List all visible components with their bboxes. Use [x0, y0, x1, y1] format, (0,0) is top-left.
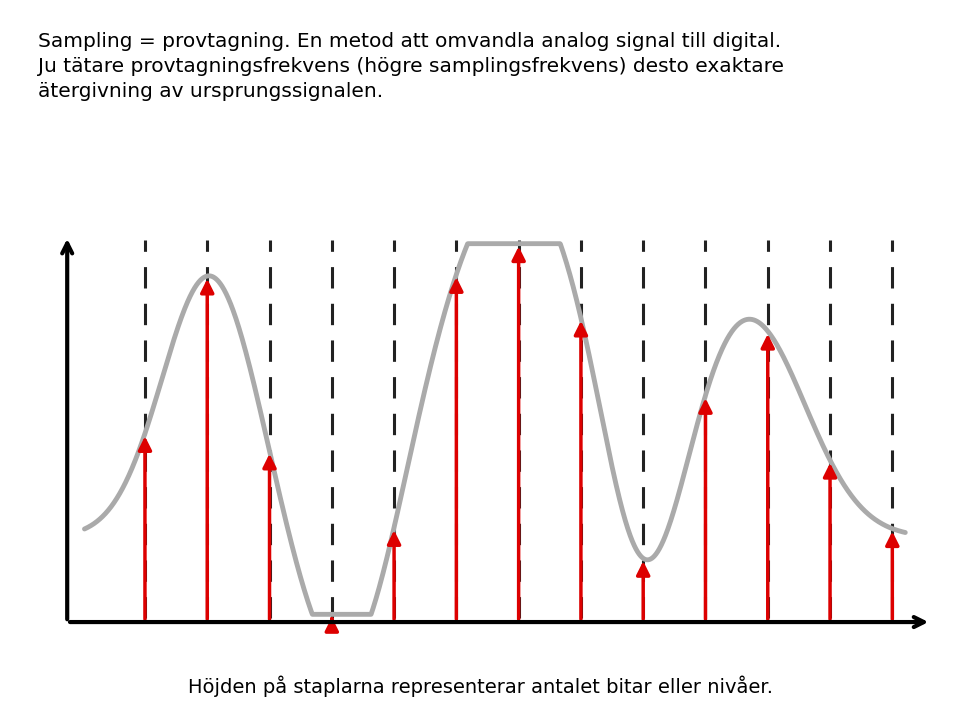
Text: Sampling = provtagning. En metod att omvandla analog signal till digital.
Ju tät: Sampling = provtagning. En metod att omv…: [38, 32, 784, 102]
Text: Höjden på staplarna representerar antalet bitar eller nivåer.: Höjden på staplarna representerar antale…: [187, 676, 773, 697]
